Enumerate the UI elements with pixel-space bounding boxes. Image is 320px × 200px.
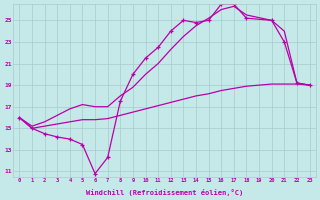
X-axis label: Windchill (Refroidissement éolien,°C): Windchill (Refroidissement éolien,°C): [86, 189, 243, 196]
